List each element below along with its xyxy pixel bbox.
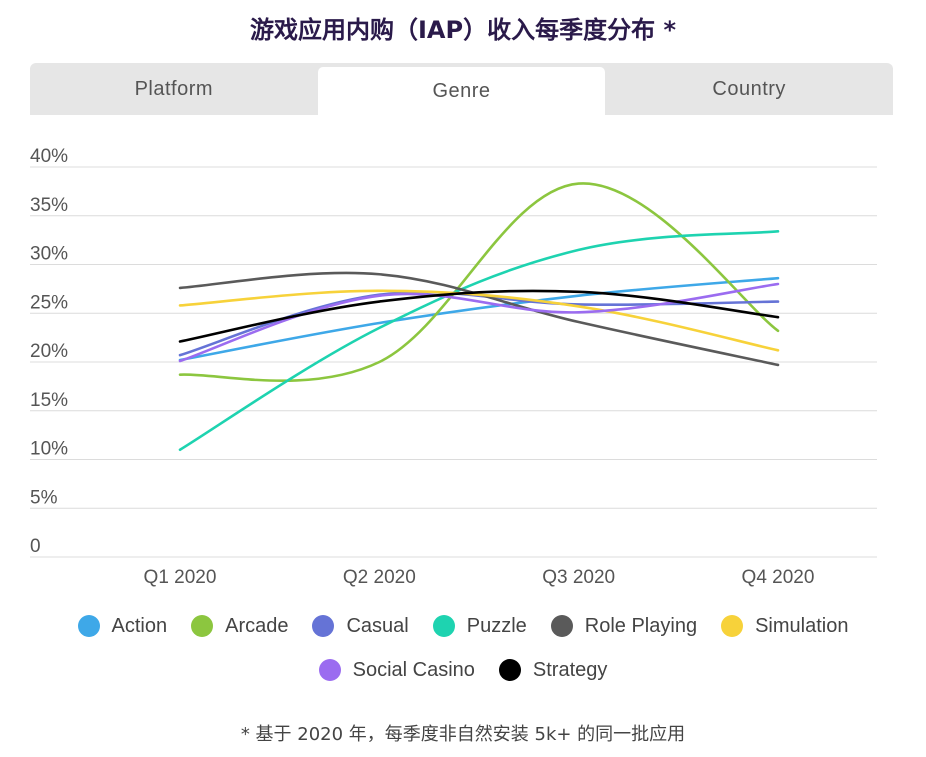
x-tick-label: Q3 2020 [542,567,615,588]
legend-item-strategy[interactable]: Strategy [498,658,608,682]
y-tick-label: 35% [30,195,68,216]
legend-item-action[interactable]: Action [77,614,168,638]
legend-swatch [77,615,100,637]
legend-label: Casual [346,614,409,637]
x-tick-label: Q1 2020 [144,567,217,588]
y-tick-label: 10% [30,439,68,460]
legend-swatch [318,659,341,681]
legend-item-social-casino[interactable]: Social Casino [318,658,475,682]
legend-label: Role Playing [584,614,698,637]
y-tick-label: 20% [30,341,68,362]
legend-swatch [432,615,455,637]
line-chart: 0 5% 10% 15% 20% 25% 30% 35% 40% Q1 2020 Q2 2020 Q3… [30,146,877,588]
legend-swatch [312,615,335,637]
series-line-social-casino[interactable] [178,282,780,363]
x-tick-label: Q2 2020 [343,567,416,588]
footnote: * 基于 2020 年，每季度非自然安装 5k+ 的同一批应用 [240,724,686,745]
tab-genre[interactable]: Genre [317,67,606,115]
y-tick-label: 5% [30,487,58,508]
legend-swatch [550,615,573,637]
legend-swatch [721,615,744,637]
legend-swatch [498,659,521,681]
legend-label: Strategy [532,658,608,681]
x-tick-label: Q4 2020 [742,567,815,588]
legend-label: Simulation [755,614,849,637]
y-tick-label: 25% [30,292,68,313]
legend-item-role-playing[interactable]: Role Playing [550,614,698,638]
series-line-role-playing[interactable] [178,271,780,367]
legend-swatch [191,615,214,637]
legend-item-simulation[interactable]: Simulation [721,614,848,638]
series-line-strategy[interactable] [178,289,780,343]
legend-item-puzzle[interactable]: Puzzle [432,614,527,638]
legend-item-arcade[interactable]: Arcade [191,614,288,638]
legend-label: Action [111,614,168,637]
y-tick-label: 30% [30,244,68,265]
legend-label: Puzzle [466,614,527,637]
y-tick-label: 15% [30,390,68,411]
y-tick-label: 40% [30,146,68,167]
legend-label: Arcade [225,614,289,637]
chart-legend: Action Arcade Casual Puzzle Role Playing Simu… [40,614,886,682]
series-line-action[interactable] [178,276,780,362]
series-line-puzzle[interactable] [178,230,780,452]
tab-bar: Platform Genre Country [30,63,893,115]
series-line-arcade[interactable] [178,182,780,382]
tab-country[interactable]: Country [712,77,786,100]
series-line-simulation[interactable] [178,289,780,352]
tab-platform[interactable]: Platform [134,77,214,100]
y-tick-label: 0 [30,536,41,557]
chart-title: 游戏应用内购（IAP）收入每季度分布 * [250,16,676,44]
legend-item-casual[interactable]: Casual [312,614,409,638]
legend-label: Social Casino [352,658,475,681]
